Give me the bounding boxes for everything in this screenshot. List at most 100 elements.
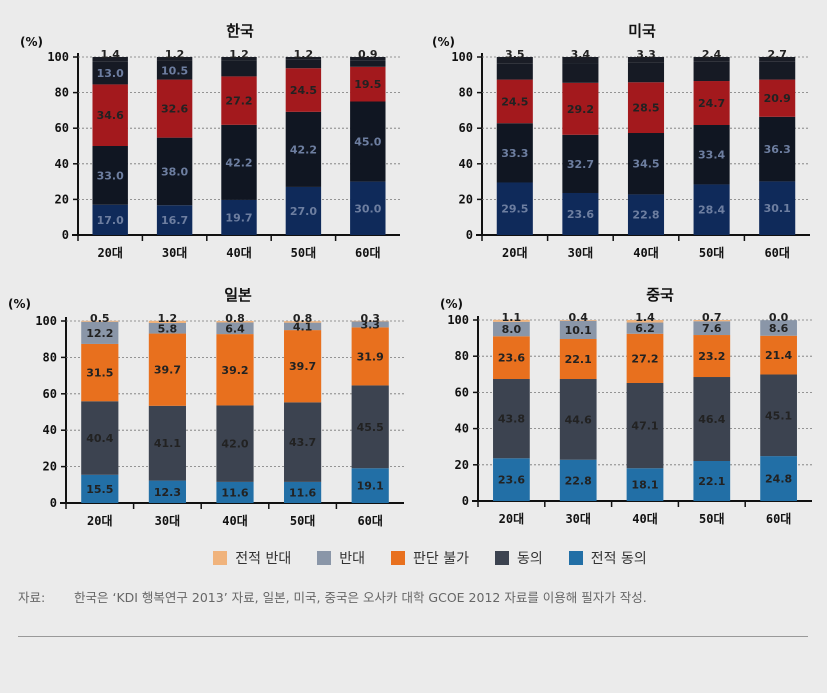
legend-item: 전적 반대 [213, 548, 291, 568]
y-unit-label: (%) [20, 35, 43, 49]
data-label: 3.5 [505, 48, 525, 61]
bar-segment [760, 374, 797, 457]
bar-segment [221, 76, 257, 125]
data-label: 30.1 [764, 202, 791, 215]
bar-segment [626, 322, 664, 334]
data-label: 30.0 [354, 202, 381, 215]
data-label: 3.4 [571, 48, 591, 61]
bar-segment [693, 377, 731, 461]
data-label: 47.1 [631, 420, 658, 433]
bar-segment [92, 57, 128, 62]
x-tick-label: 40대 [226, 246, 252, 260]
data-label: 10.5 [161, 64, 188, 77]
legend: 전적 반대 반대 판단 불가 동의 전적 동의 [110, 548, 750, 568]
bar-segment [759, 181, 796, 235]
bar-segment [81, 343, 119, 402]
bar-segment [216, 321, 254, 323]
x-tick-label: 30대 [162, 246, 188, 260]
bar-segment [285, 68, 322, 112]
data-label: 1.4 [100, 48, 120, 61]
data-label: 24.5 [501, 95, 528, 108]
x-tick-label: 20대 [499, 512, 525, 526]
y-tick-label: 60 [43, 387, 57, 401]
y-tick-label: 40 [55, 157, 69, 171]
bar-segment [351, 468, 389, 503]
x-tick-label: 50대 [290, 514, 316, 528]
data-label: 42.0 [221, 438, 248, 451]
legend-swatch [494, 551, 509, 565]
data-label: 41.1 [154, 437, 181, 450]
data-label: 45.5 [357, 421, 384, 434]
data-label: 18.1 [631, 479, 658, 492]
bar-segment [759, 61, 796, 80]
legend-swatch [317, 551, 332, 565]
data-label: 0.8 [225, 312, 245, 325]
data-label: 1.1 [502, 311, 522, 324]
y-unit-label: (%) [8, 297, 31, 311]
data-label: 32.6 [161, 103, 188, 116]
x-tick-label: 20대 [502, 246, 528, 260]
y-tick-label: 100 [47, 50, 69, 64]
bar-segment [285, 57, 322, 60]
bar-segment [156, 57, 193, 61]
bar-segment [81, 474, 119, 503]
bar-segment [626, 468, 664, 501]
legend-item: 동의 [494, 548, 543, 568]
source-text: 한국은 ‘KDI 행복연구 2013’ 자료, 일본, 미국, 중국은 오사카 … [74, 590, 647, 605]
bar-segment [693, 320, 731, 322]
bar-segment [156, 79, 193, 138]
legend-swatch [568, 551, 583, 565]
bar-segment [148, 333, 186, 406]
x-tick-label: 60대 [764, 246, 790, 260]
bar-segment [493, 379, 530, 459]
bar-segment [92, 61, 128, 85]
x-tick-label: 50대 [699, 246, 725, 260]
data-label: 33.0 [97, 169, 124, 182]
source-note: 자료: 한국은 ‘KDI 행복연구 2013’ 자료, 일본, 미국, 중국은 … [18, 588, 808, 607]
data-label: 24.5 [290, 84, 317, 97]
bar-segment [693, 57, 730, 62]
bar-segment [693, 81, 730, 125]
data-label: 0.5 [90, 312, 110, 325]
data-label: 45.1 [765, 409, 792, 422]
data-label: 23.6 [498, 474, 525, 487]
bar-segment [284, 330, 322, 403]
data-label: 43.7 [289, 436, 316, 449]
bar-segment [627, 82, 665, 134]
bar-segment [627, 62, 665, 83]
bar-segment [559, 339, 597, 380]
bar-segment [284, 322, 322, 331]
bar-segment [156, 137, 193, 206]
bar-segment [350, 66, 386, 102]
data-label: 27.0 [290, 205, 317, 218]
y-tick-label: 0 [50, 496, 57, 510]
data-label: 8.6 [769, 322, 789, 335]
data-label: 0.9 [358, 48, 378, 61]
x-tick-label: 60대 [766, 512, 792, 526]
data-label: 3.3 [360, 318, 380, 331]
y-tick-label: 40 [459, 157, 473, 171]
bar-segment [350, 57, 386, 61]
legend-label: 반대 [339, 551, 365, 567]
data-label: 17.0 [97, 214, 124, 227]
bar-segment [562, 192, 599, 235]
bar-segment [562, 63, 599, 83]
data-label: 0.4 [568, 311, 588, 324]
y-tick-label: 20 [43, 460, 57, 474]
data-label: 27.2 [225, 95, 252, 108]
bar-segment [496, 57, 533, 64]
data-label: 2.7 [767, 48, 787, 61]
bar-segment [351, 320, 389, 322]
x-tick-label: 20대 [87, 514, 113, 528]
bar-segment [216, 481, 254, 503]
chart-panel-2: 미국 (%) 0 20 40 60 80 100 29.5 33.3 24.5 3.5 20대 23.6 3… [432, 22, 810, 260]
chart-title: 일본 [224, 286, 252, 304]
bar-segment [493, 458, 530, 501]
bar-segment [148, 323, 186, 334]
bar-segment [350, 181, 386, 235]
y-tick-label: 60 [55, 121, 69, 135]
data-label: 2.4 [702, 48, 722, 61]
legend-swatch [213, 551, 228, 565]
bar-segment [496, 79, 533, 124]
bar-segment [221, 124, 257, 200]
